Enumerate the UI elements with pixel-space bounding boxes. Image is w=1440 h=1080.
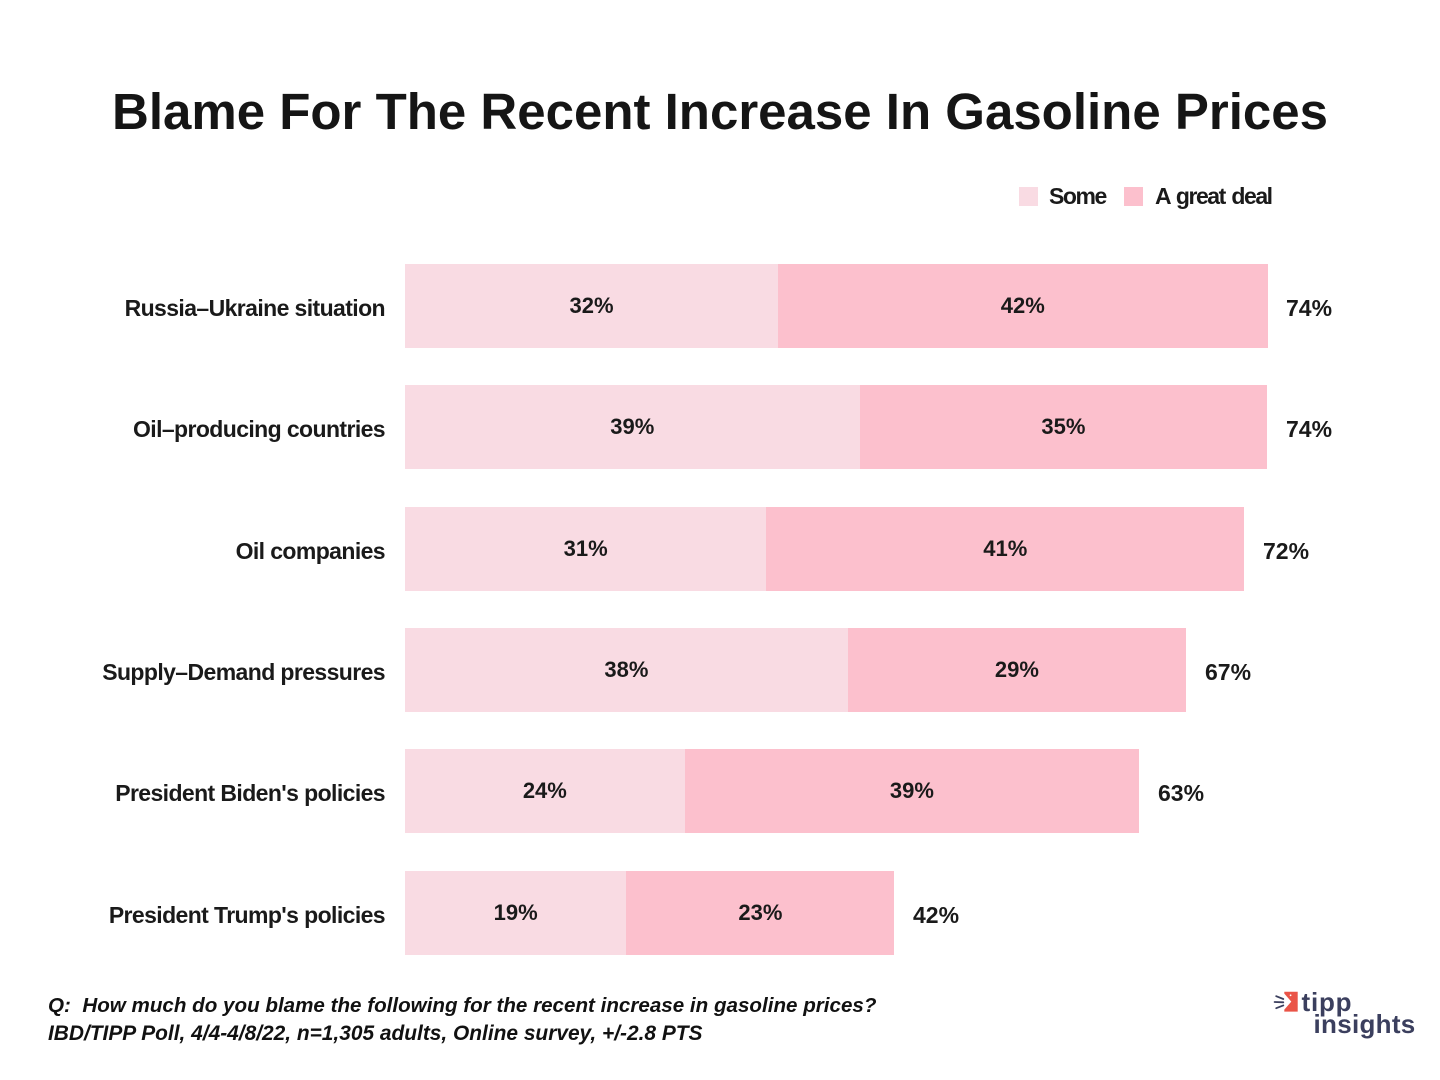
svg-text:insights: insights	[1314, 1009, 1416, 1039]
svg-text:tipp: tipp	[1302, 987, 1353, 1017]
